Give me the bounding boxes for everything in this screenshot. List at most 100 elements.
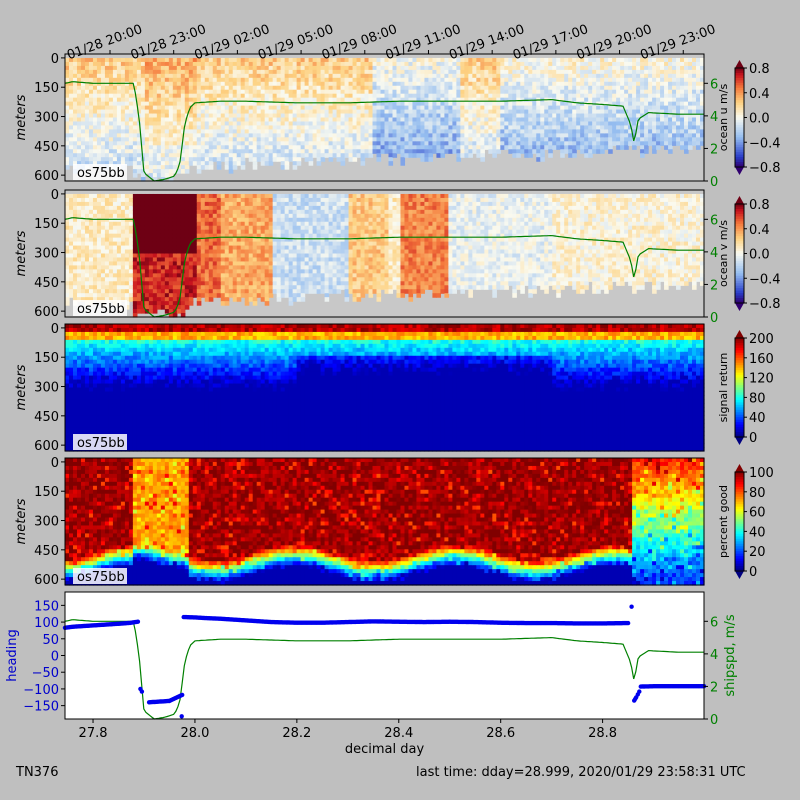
- heatmap-cell: [684, 117, 689, 123]
- heatmap-cell: [300, 89, 306, 95]
- heatmap-cell: [96, 245, 102, 251]
- heatmap-cell: [564, 81, 569, 87]
- heatmap-cell: [360, 93, 366, 99]
- heatmap-cell: [84, 253, 90, 259]
- heatmap-cell: [356, 121, 362, 127]
- heatmap-cell: [600, 77, 605, 83]
- heatmap-cell: [596, 121, 601, 127]
- heatmap-cell: [164, 305, 170, 310]
- heatmap-cell: [164, 129, 170, 134]
- heatmap-cell: [96, 101, 102, 107]
- heatmap-cell: [124, 225, 130, 231]
- heatmap-cell: [108, 201, 114, 207]
- heatmap-cell: [132, 209, 138, 215]
- heatmap-cell: [88, 137, 94, 142]
- heatmap-cell: [156, 97, 162, 103]
- heatmap-cell: [164, 89, 170, 95]
- heatmap-cell: [204, 61, 210, 67]
- heatmap-cell: [644, 133, 649, 138]
- heatmap-cell: [332, 153, 338, 158]
- heatmap-cell: [108, 253, 114, 259]
- heatmap-cell: [476, 141, 481, 146]
- heatmap-cell: [124, 253, 130, 259]
- heatmap-cell: [68, 105, 74, 111]
- heatmap-cell: [108, 121, 114, 127]
- heatmap-cell: [312, 81, 318, 87]
- heatmap-cell: [588, 97, 593, 103]
- heatmap-cell: [404, 65, 410, 71]
- heatmap-cell: [568, 89, 573, 95]
- heatmap-cell: [88, 213, 94, 219]
- heatmap-cell: [172, 221, 178, 227]
- heatmap-cell: [516, 137, 521, 142]
- heatmap-cell: [168, 289, 174, 294]
- heatmap-cell: [308, 65, 314, 71]
- heatmap-cell: [84, 141, 90, 146]
- heatmap-cell: [104, 89, 110, 95]
- heatmap-cell: [544, 105, 549, 111]
- heatmap-cell: [344, 113, 350, 119]
- heatmap-cell: [236, 125, 242, 131]
- heatmap-cell: [488, 121, 493, 127]
- heatmap-cell: [76, 209, 82, 215]
- heatmap-cell: [108, 277, 114, 282]
- heatmap-cell: [264, 93, 270, 99]
- heatmap-cell: [360, 129, 366, 134]
- heatmap-cell: [240, 133, 246, 138]
- heatmap-cell: [200, 105, 206, 111]
- heatmap-cell: [148, 129, 154, 134]
- heatmap-cell: [228, 133, 234, 138]
- heatmap-cell: [180, 117, 186, 123]
- heatmap-cell: [128, 193, 134, 199]
- heatmap-cell: [248, 121, 254, 127]
- heatmap-cell: [692, 77, 697, 83]
- heatmap-cell: [128, 81, 134, 87]
- heatmap-cell: [96, 265, 102, 270]
- heatmap-cell: [540, 85, 545, 91]
- heatmap-cell: [236, 89, 242, 95]
- heatmap-cell: [664, 77, 669, 83]
- heatmap-cell: [632, 117, 637, 123]
- heatmap-cell: [184, 85, 190, 91]
- heatmap-cell: [124, 153, 130, 158]
- heatmap-cell: [68, 269, 74, 274]
- heatmap-cell: [224, 165, 230, 170]
- heatmap-cell: [180, 153, 186, 158]
- heatmap-cell: [520, 57, 525, 63]
- heatmap-cell: [140, 69, 146, 75]
- heatmap-cell: [324, 65, 330, 71]
- heatmap-cell: [156, 165, 162, 170]
- heatmap-cell: [172, 117, 178, 123]
- heatmap-cell: [636, 73, 641, 79]
- heatmap-cell: [72, 61, 78, 67]
- heatmap-cell: [452, 61, 457, 67]
- heatmap-cell: [480, 97, 485, 103]
- heatmap-cell: [480, 85, 485, 91]
- heatmap-cell: [65, 237, 70, 243]
- heatmap-cell: [456, 133, 461, 138]
- heatmap-cell: [468, 77, 473, 83]
- heatmap-cell: [304, 157, 310, 162]
- heatmap-cell: [224, 133, 230, 138]
- heatmap-cell: [492, 89, 497, 95]
- heatmap-cell: [460, 149, 465, 154]
- heatmap-cell: [104, 197, 110, 203]
- heatmap-cell: [360, 145, 366, 150]
- heatmap-cell: [580, 145, 585, 150]
- heatmap-cell: [336, 89, 342, 95]
- heatmap-cell: [176, 101, 182, 107]
- heatmap-cell: [460, 65, 465, 71]
- colorbar-segment: [735, 97, 744, 101]
- heatmap-cell: [456, 157, 461, 162]
- heatmap-cell: [172, 197, 178, 203]
- heatmap-cell: [672, 65, 677, 71]
- heatmap-cell: [408, 101, 414, 107]
- heatmap-cell: [348, 149, 354, 154]
- heatmap-cell: [580, 93, 585, 99]
- heatmap-cell: [364, 93, 370, 99]
- heatmap-cell: [116, 241, 122, 247]
- heatmap-cell: [180, 161, 186, 166]
- heatmap-cell: [100, 253, 106, 259]
- heatmap-cell: [136, 241, 142, 247]
- heatmap-cell: [176, 141, 182, 146]
